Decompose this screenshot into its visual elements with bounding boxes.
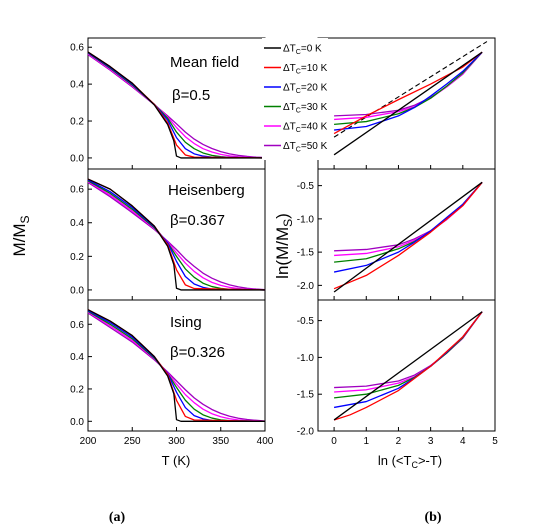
ising-beta: β=0.326 xyxy=(170,344,225,361)
right-xtick-label: 5 xyxy=(492,436,498,447)
left-row1-series-3-line xyxy=(87,180,266,291)
left-row0-series-0-line xyxy=(87,51,265,159)
left-y-axis-label: M/MS xyxy=(10,215,32,256)
right-row2-series-2-line xyxy=(333,311,483,409)
legend-label-3: ΔTC=30 K xyxy=(283,102,328,115)
left-row0-series-2-line xyxy=(87,52,266,159)
right-row2-series-5-line xyxy=(334,311,483,389)
left-row2-series-0-line xyxy=(87,309,265,422)
left-x-axis-label: T (K) xyxy=(162,453,191,468)
panel-label-a: (a) xyxy=(109,510,126,525)
left-row2-series-2-line xyxy=(87,309,266,422)
right-row0-series-2-line xyxy=(334,51,483,131)
right-row1-series-2-line xyxy=(333,181,483,273)
right-row1-ytick-label: -1.0 xyxy=(297,214,315,225)
mean-field-beta: β=0.5 xyxy=(172,87,210,104)
left-row0-ytick-label: 0.4 xyxy=(70,80,84,91)
right-row2-ytick-label: -2.0 xyxy=(297,427,315,438)
right-row2-series-0-line xyxy=(333,311,483,421)
legend-background xyxy=(262,38,328,160)
left-xtick-label: 350 xyxy=(212,436,229,447)
left-row1-ytick-label: 0.6 xyxy=(70,185,84,196)
right-row2-ytick-label: -0.5 xyxy=(297,316,315,327)
legend-label-5: ΔTC=50 K xyxy=(283,141,328,154)
legend-label-4: ΔTC=40 K xyxy=(283,122,328,135)
right-row1-ytick-label: -2.0 xyxy=(297,281,315,292)
right-row0-series-0-line xyxy=(333,51,483,156)
left-row1-series-4-line xyxy=(87,181,266,291)
right-y-axis-label: ln(M/MS) xyxy=(273,213,295,279)
legend-label-0: ΔTC=0 K xyxy=(283,44,322,57)
heisenberg-beta: β=0.367 xyxy=(170,212,225,229)
right-x-axis-label: ln (<TC>-T) xyxy=(378,453,442,470)
right-xtick-label: 0 xyxy=(331,436,337,447)
right-row2-ytick-label: -1.0 xyxy=(297,353,315,364)
right-row0-series-1-line xyxy=(333,51,483,135)
right-xtick-label: 3 xyxy=(428,436,434,447)
svg-text:M/MS: M/MS xyxy=(10,215,32,256)
left-row0-ytick-label: 0.0 xyxy=(70,153,84,164)
right-xtick-label: 2 xyxy=(396,436,402,447)
left-xtick-label: 300 xyxy=(168,436,185,447)
right-row1-series-0-line xyxy=(333,181,483,293)
right-row2-series-1-line xyxy=(333,311,483,421)
right-row0-series-3-line xyxy=(334,51,483,126)
right-row1-ytick-label: -1.5 xyxy=(297,248,315,259)
right-row1-series-5-line xyxy=(334,181,483,252)
right-bottom-frame xyxy=(317,299,496,432)
left-row1-series-0-line xyxy=(87,178,265,291)
left-row0-ytick-label: 0.2 xyxy=(70,117,84,128)
left-row0-ytick-label: 0.6 xyxy=(70,43,84,54)
right-xtick-label: 4 xyxy=(460,436,466,447)
plot-layer: 0.0 0.2 0.4 0.6 0.0 0.2 0.4 0.6 0.0 0.2 0.4 0.6 200 2… xyxy=(70,41,498,447)
left-row2-ytick-label: 0.4 xyxy=(70,352,84,363)
left-row2-series-4-line xyxy=(87,311,266,422)
right-top-frame xyxy=(317,37,496,170)
right-middle-frame xyxy=(317,168,496,301)
legend-label-1: ΔTC=10 K xyxy=(283,63,328,76)
left-row1-ytick-label: 0.2 xyxy=(70,252,84,263)
left-row0-series-3-line xyxy=(87,52,266,159)
left-row2-series-5-line xyxy=(87,312,266,422)
left-row1-series-2-line xyxy=(87,179,266,291)
panel-label-b: (b) xyxy=(424,510,441,525)
right-row1-ytick-label: -0.5 xyxy=(297,181,315,192)
left-row1-ytick-label: 0.4 xyxy=(70,218,84,229)
right-row2-series-3-line xyxy=(334,311,483,399)
right-row2-ytick-label: -1.5 xyxy=(297,390,315,401)
left-row2-ytick-label: 0.0 xyxy=(70,417,84,428)
left-row1-series-5-line xyxy=(87,181,266,291)
left-row2-ytick-label: 0.2 xyxy=(70,384,84,395)
ising-label: Ising xyxy=(170,314,202,331)
right-row1-series-1-line xyxy=(333,181,483,290)
right-row0-series-5-line xyxy=(334,51,483,117)
mean-field-label: Mean field xyxy=(170,54,239,71)
left-row2-ytick-label: 0.6 xyxy=(70,320,84,331)
heisenberg-label: Heisenberg xyxy=(168,182,245,199)
svg-text:ln(M/MS): ln(M/MS) xyxy=(273,213,295,279)
right-row0-dashed-fit-line xyxy=(333,41,488,138)
right-xtick-label: 1 xyxy=(363,436,369,447)
left-xtick-label: 200 xyxy=(80,436,97,447)
left-xtick-label: 400 xyxy=(257,436,274,447)
legend-label-2: ΔTC=20 K xyxy=(283,83,328,96)
legend: ΔTC=0 K ΔTC=10 K ΔTC=20 K ΔTC=30 K ΔTC=40 K Δ… xyxy=(262,38,328,160)
left-xtick-label: 250 xyxy=(124,436,141,447)
left-row1-ytick-label: 0.0 xyxy=(70,285,84,296)
